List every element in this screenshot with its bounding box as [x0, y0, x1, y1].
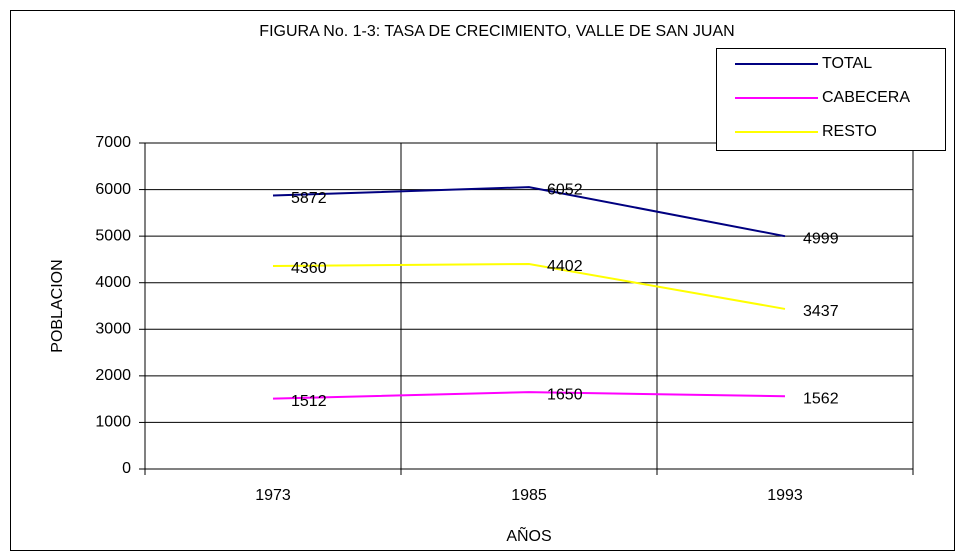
legend-label: RESTO [822, 123, 877, 140]
data-label: 4402 [547, 258, 583, 275]
y-tick-label: 0 [122, 460, 131, 477]
data-label: 5872 [291, 190, 327, 207]
y-tick-label: 1000 [95, 414, 131, 431]
data-label: 1650 [547, 386, 583, 403]
y-tick-label: 5000 [95, 227, 131, 244]
data-label: 3437 [803, 303, 839, 320]
chart-title: FIGURA No. 1-3: TASA DE CRECIMIENTO, VAL… [259, 23, 734, 40]
data-label: 6052 [547, 181, 583, 198]
data-label: 1512 [291, 393, 327, 410]
y-tick-label: 3000 [95, 321, 131, 338]
x-tick-label: 1993 [767, 487, 803, 504]
x-tick-label: 1985 [511, 487, 547, 504]
legend-box [716, 48, 946, 151]
y-tick-label: 7000 [95, 134, 131, 151]
y-tick-label: 2000 [95, 367, 131, 384]
y-tick-label: 4000 [95, 274, 131, 291]
x-axis-label: AÑOS [506, 525, 551, 545]
data-label: 4360 [291, 260, 327, 277]
data-label: 1562 [803, 390, 839, 407]
y-tick-label: 6000 [95, 181, 131, 198]
series-line [272, 391, 786, 400]
series-line [272, 262, 786, 310]
legend-label: CABECERA [822, 89, 910, 106]
legend-label: TOTAL [822, 55, 872, 72]
data-label: 4999 [803, 230, 839, 247]
series-line [272, 186, 786, 238]
y-axis-label: POBLACION [49, 259, 66, 352]
x-tick-label: 1973 [255, 487, 291, 504]
